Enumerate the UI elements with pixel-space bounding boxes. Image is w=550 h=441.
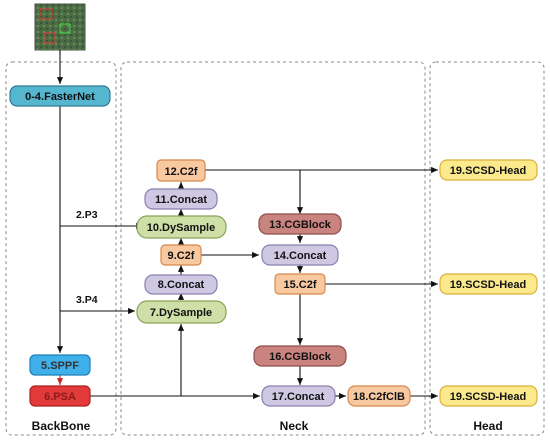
head-mid-label: 19.SCSD-Head <box>450 279 526 291</box>
c2f9-node: 9.C2f <box>160 244 202 266</box>
sppf-node: 5.SPPF <box>29 354 91 376</box>
dysample10-label: 10.DySample <box>147 222 215 234</box>
neck-section <box>120 61 426 436</box>
concat14-node: 14.Concat <box>261 244 339 266</box>
backbone-label: BackBone <box>32 419 91 433</box>
c2f15-node: 15.C2f <box>274 273 326 295</box>
cgblock13-node: 13.CGBlock <box>258 213 342 235</box>
head-top-node: 19.SCSD-Head <box>439 159 538 181</box>
concat14-label: 14.Concat <box>274 250 327 262</box>
concat11-label: 11.Concat <box>155 194 207 206</box>
fasternet-label: 0-4.FasterNet <box>25 91 95 103</box>
concat17-label: 17.Concat <box>272 391 325 403</box>
concat17-node: 17.Concat <box>261 385 336 407</box>
head-bottom-label: 19.SCSD-Head <box>450 391 526 403</box>
c2f12-label: 12.C2f <box>164 166 197 178</box>
head-bottom-node: 19.SCSD-Head <box>439 385 538 407</box>
neck-label: Neck <box>280 419 309 433</box>
head-label: Head <box>473 419 502 433</box>
cgblock16-label: 16.CGBlock <box>269 351 332 363</box>
concat8-label: 8.Concat <box>158 279 205 291</box>
cgblock13-label: 13.CGBlock <box>269 219 332 231</box>
head-top-label: 19.SCSD-Head <box>450 165 526 177</box>
c2fclb18-label: 18.C2fClB <box>353 391 405 403</box>
dysample7-label: 7.DySample <box>150 307 212 319</box>
c2f12-node: 12.C2f <box>156 159 206 182</box>
input-image <box>34 3 86 51</box>
c2f15-label: 15.C2f <box>283 279 316 291</box>
dysample7-node: 7.DySample <box>136 300 227 324</box>
p3-label: 2.P3 <box>76 209 98 221</box>
c2f9-label: 9.C2f <box>168 250 195 262</box>
cgblock16-node: 16.CGBlock <box>253 345 347 367</box>
head-section <box>429 61 545 436</box>
concat11-node: 11.Concat <box>144 188 218 210</box>
p4-label: 3.P4 <box>76 294 98 306</box>
head-mid-node: 19.SCSD-Head <box>439 273 538 295</box>
connectors <box>56 50 438 400</box>
psa-label: 6.PSA <box>44 391 76 403</box>
fasternet-node: 0-4.FasterNet <box>9 85 111 107</box>
dysample10-node: 10.DySample <box>136 215 227 239</box>
backbone-section <box>5 61 117 436</box>
concat8-node: 8.Concat <box>144 274 218 295</box>
c2fclb18-node: 18.C2fClB <box>347 385 411 407</box>
sppf-label: 5.SPPF <box>41 360 79 372</box>
psa-node: 6.PSA <box>29 385 91 407</box>
